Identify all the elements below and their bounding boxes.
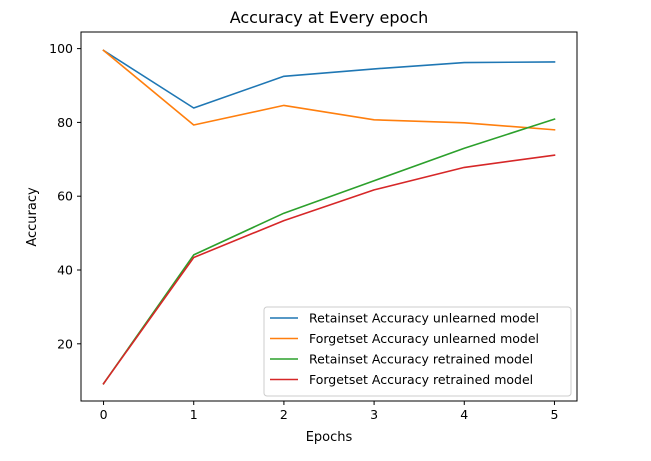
y-tick-label: 100 (49, 41, 73, 56)
y-tick-label: 60 (57, 189, 73, 204)
series-line-4 (102, 154, 556, 385)
x-tick-label: 3 (370, 407, 378, 422)
plot-frame (80, 31, 578, 402)
chart-title: Accuracy at Every epoch (230, 8, 429, 27)
x-tick-label: 1 (190, 407, 198, 422)
series-line-2 (102, 49, 556, 131)
y-axis-label: Accuracy (25, 187, 40, 247)
x-axis: 0 1 2 3 4 5 (100, 401, 558, 422)
x-tick-label: 4 (460, 407, 468, 422)
legend-label-4: Forgetset Accuracy retrained model (309, 372, 533, 387)
y-axis: 20 40 60 80 100 (49, 41, 81, 351)
legend-label-1: Retainset Accuracy unlearned model (309, 311, 539, 326)
series-line-3 (102, 118, 556, 385)
series-layer (102, 49, 556, 385)
y-tick-label: 80 (57, 115, 73, 130)
series-line-1 (102, 49, 556, 109)
plot-border (80, 31, 578, 402)
y-tick-label: 40 (57, 263, 73, 278)
legend-box (263, 306, 572, 397)
x-tick-label: 0 (100, 407, 108, 422)
x-tick-label: 5 (550, 407, 558, 422)
x-tick-label: 2 (280, 407, 288, 422)
legend-label-3: Retainset Accuracy retrained model (309, 352, 533, 367)
y-tick-label: 20 (57, 336, 73, 351)
legend-label-2: Forgetset Accuracy unlearned model (309, 331, 539, 346)
x-axis-label: Epochs (306, 430, 353, 445)
legend: Retainset Accuracy unlearned model Forget… (263, 306, 572, 397)
